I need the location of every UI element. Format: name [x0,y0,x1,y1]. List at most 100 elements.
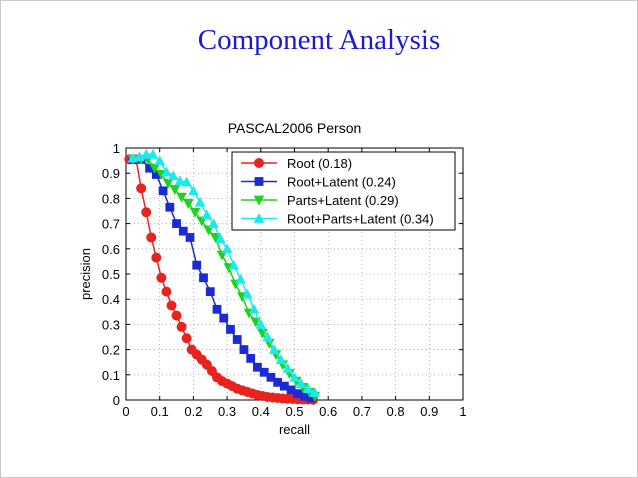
series-line [132,153,316,394]
axis-ticks: 0 0.1 0.2 0.3 0.4 0.5 0.6 0.7 0.8 0.9 1 0 0.1 0.2 0.3 0… [102,141,467,419]
data-point [242,288,253,299]
data-point [282,363,294,373]
x-tick-label: 0.1 [151,404,169,419]
data-point [140,148,152,159]
x-axis-label: recall [279,422,310,437]
y-tick-label: 0.3 [102,317,120,332]
legend-marker [254,177,264,186]
data-point [166,300,177,311]
data-point [169,185,181,196]
y-tick-label: 0.5 [102,267,120,282]
y-tick-label: 1 [113,141,120,156]
legend-label: Root (0.18) [287,156,352,171]
x-tick-label: 0.9 [420,404,438,419]
data-point [174,175,186,186]
data-point [266,372,276,382]
legend-label: Root+Latent (0.24) [287,175,396,190]
x-tick-label: 0.8 [387,404,405,419]
data-point [194,196,206,207]
legend: Root (0.18) Root+Latent (0.24) Parts+Laten… [231,151,456,231]
legend-label: Root+Parts+Latent (0.34) [287,212,434,227]
data-point [188,185,199,196]
data-point [149,163,160,174]
y-tick-label: 0.8 [102,191,120,206]
y-tick-label: 0.6 [102,242,120,257]
data-point [269,344,280,355]
y-axis-label: precision [78,248,93,300]
plot-title: PASCAL2006 Person [228,120,362,136]
data-point [151,252,162,263]
data-point [203,225,214,236]
data-point [302,383,314,394]
y-tick-label: 0 [113,393,120,408]
data-point [208,218,219,229]
data-point [210,233,221,243]
legend-marker [253,157,264,168]
data-point [154,155,165,166]
y-tick-label: 0.4 [102,292,120,307]
legend-marker [253,213,265,223]
data-point [212,304,222,314]
data-point [183,199,194,209]
x-tick-label: 0.6 [319,404,337,419]
data-point [239,345,249,355]
legend-label: Parts+Latent (0.29) [287,193,399,208]
y-tick-label: 0.1 [102,368,120,383]
data-point [275,354,287,365]
slide-title: Component Analysis [197,24,441,56]
series-1 [128,154,316,403]
data-point [146,232,157,243]
x-tick-label: 0.3 [218,404,236,419]
x-tick-label: 0.7 [353,404,371,419]
data-point [161,286,172,297]
data-point [172,219,181,229]
y-tick-label: 0.2 [102,343,120,358]
series-layer [124,148,320,405]
data-point [181,333,192,344]
data-point [216,250,228,261]
data-point [185,233,195,242]
data-point [161,166,172,177]
data-point [205,287,215,297]
data-point [309,386,320,397]
data-point [228,259,240,270]
data-point [136,183,147,194]
data-point [167,170,179,181]
data-point [201,209,213,220]
data-point [232,335,242,344]
data-point [221,243,233,254]
data-point [165,202,175,212]
data-point [176,192,187,203]
data-point [255,318,267,329]
data-point [253,362,262,372]
data-point [248,303,260,314]
data-point [141,207,152,218]
x-tick-label: 1 [459,404,466,419]
data-point [181,176,192,187]
legend-box [231,151,456,231]
data-point [219,313,229,323]
data-point [262,331,273,342]
data-point [259,367,269,377]
x-tick-label: 0 [122,404,129,419]
data-point [162,178,174,189]
data-point [178,226,188,236]
data-point [196,216,208,227]
x-tick-label: 0.4 [252,404,270,419]
data-point [176,321,187,332]
legend-marker [253,195,265,206]
x-tick-label: 0.5 [285,404,303,419]
data-point [199,273,208,283]
series-3 [127,148,320,397]
data-point [147,148,159,159]
y-tick-label: 0.7 [102,217,120,232]
data-point [192,260,202,270]
data-point [289,371,300,382]
y-tick-label: 0.9 [102,166,120,181]
x-tick-label: 0.2 [184,404,202,419]
data-point [156,272,167,283]
data-point [215,233,226,244]
data-point [189,207,201,218]
